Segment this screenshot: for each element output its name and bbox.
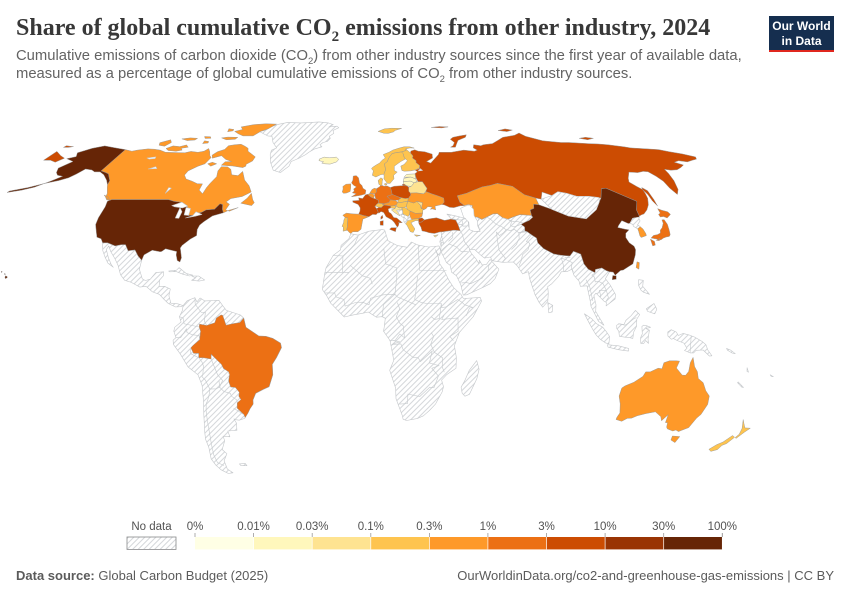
svg-text:10%: 10%: [594, 521, 617, 533]
svg-text:0%: 0%: [187, 521, 204, 533]
svg-text:3%: 3%: [538, 521, 555, 533]
svg-text:1%: 1%: [480, 521, 497, 533]
svg-text:0.01%: 0.01%: [237, 521, 270, 533]
svg-text:No data: No data: [131, 521, 172, 533]
svg-text:100%: 100%: [708, 521, 737, 533]
svg-text:0.03%: 0.03%: [296, 521, 329, 533]
svg-text:30%: 30%: [652, 521, 675, 533]
svg-text:0.3%: 0.3%: [416, 521, 442, 533]
svg-text:0.1%: 0.1%: [358, 521, 384, 533]
